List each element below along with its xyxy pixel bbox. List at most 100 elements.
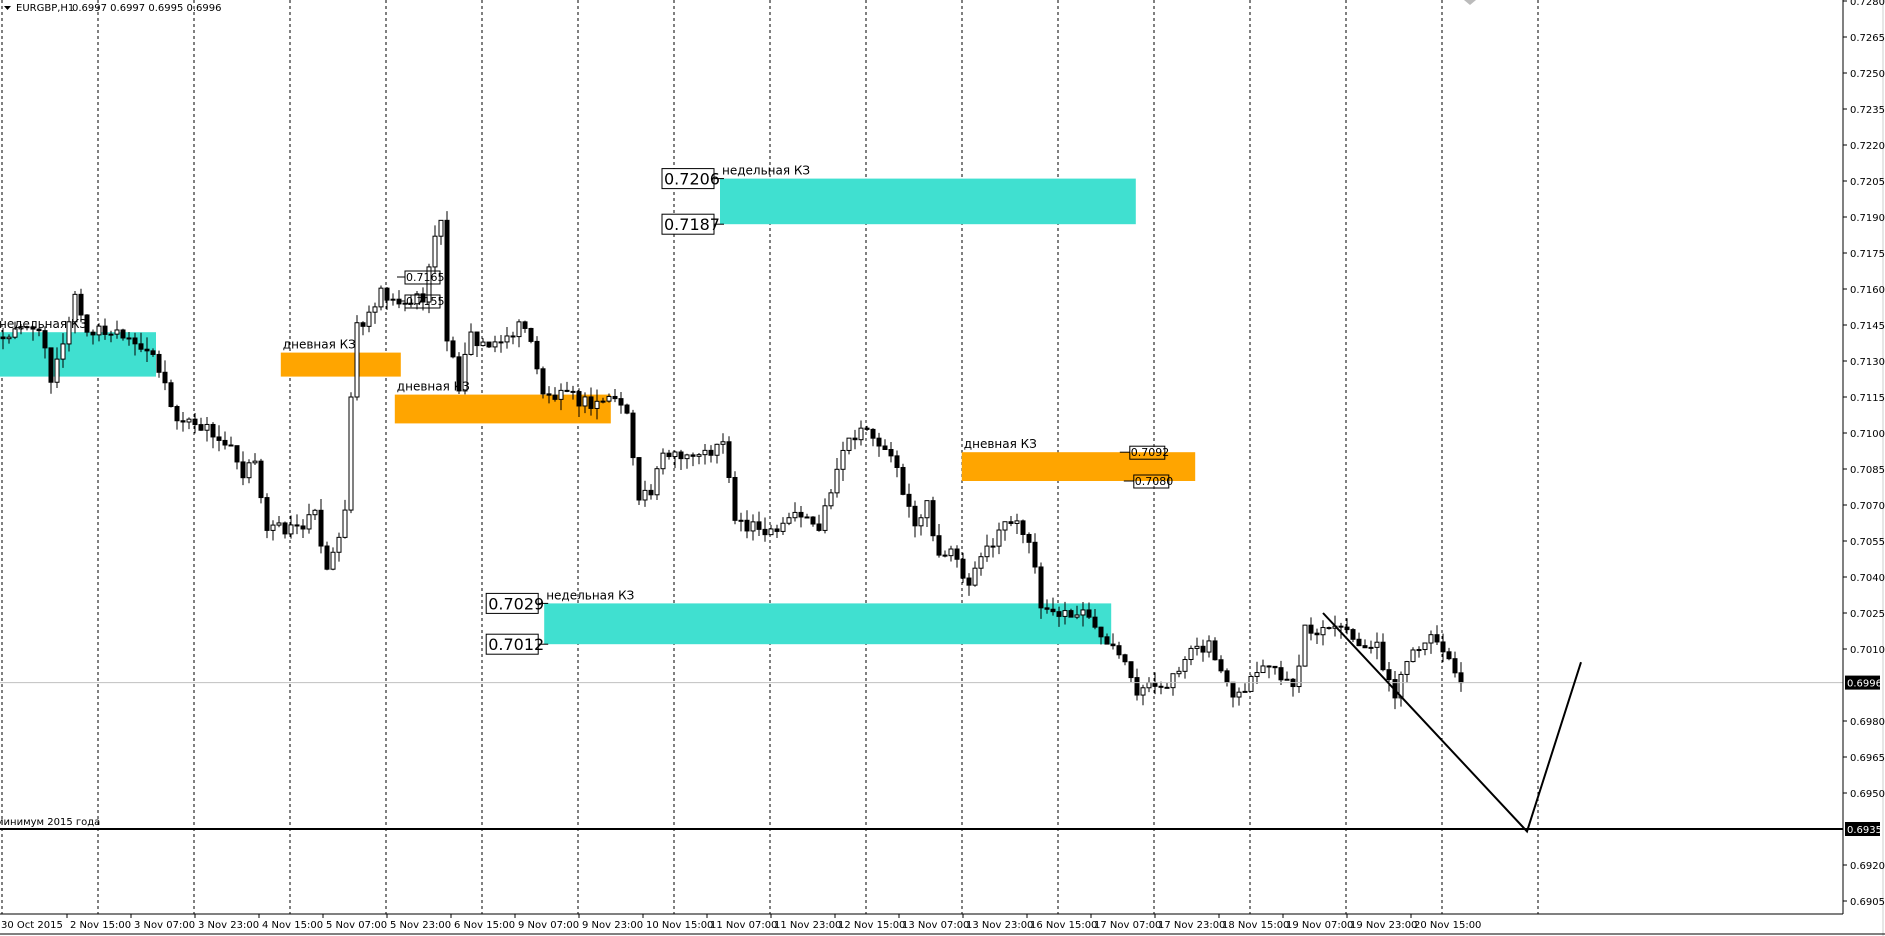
- price-label: 0.7012: [488, 635, 544, 654]
- price-label: 0.7206: [664, 170, 720, 189]
- candle-bear: [264, 497, 270, 531]
- candle-bear: [198, 424, 204, 431]
- weekly-zone[interactable]: [720, 178, 1136, 225]
- candle-bear: [1038, 566, 1044, 609]
- price-tick-label: 0.7070: [1850, 501, 1885, 512]
- candle-bull: [1242, 690, 1248, 693]
- time-tick-label: 11 Nov 07:00: [710, 920, 777, 931]
- candle-bear: [1314, 632, 1320, 636]
- candle-bear: [648, 489, 654, 496]
- candle-bull: [438, 219, 444, 237]
- candle-bear: [564, 389, 570, 392]
- candle-bear: [1272, 665, 1278, 669]
- candle-bull: [792, 511, 798, 519]
- zones: [0, 178, 1196, 645]
- candle-bear: [576, 391, 582, 407]
- weekly-zone[interactable]: [0, 332, 156, 377]
- daily-zone[interactable]: [280, 352, 401, 377]
- candle-bear: [42, 330, 48, 349]
- price-label-box: [661, 168, 715, 190]
- candle-bear: [1122, 654, 1128, 663]
- candle-bear: [168, 382, 174, 408]
- candle-bear: [174, 406, 180, 422]
- candle-bull: [306, 514, 312, 530]
- triangle-down-icon[interactable]: [4, 6, 11, 10]
- candle-bear: [1086, 609, 1092, 618]
- weekly-zone[interactable]: [544, 603, 1112, 645]
- price-label: 0.7080: [1135, 475, 1174, 488]
- candle-bear: [1110, 643, 1116, 647]
- candle-bull: [66, 321, 72, 345]
- candle-bear: [1212, 640, 1218, 661]
- price-tick-label: 0.7175: [1850, 249, 1885, 260]
- candle-bear: [690, 454, 696, 457]
- candle-bear: [864, 427, 870, 430]
- candle-bull: [96, 325, 102, 336]
- zone-label: дневная КЗ: [283, 338, 356, 352]
- candle-bull: [606, 395, 612, 402]
- candle-bear: [906, 493, 912, 507]
- candle-bear: [588, 396, 594, 409]
- candle-bear: [144, 348, 150, 352]
- candle-bull: [54, 358, 60, 383]
- price-label: 0.7187: [664, 215, 720, 234]
- price-tick-label: 0.7115: [1850, 393, 1885, 404]
- candle-bull: [558, 389, 564, 400]
- chart-header: EURGBP,H1 0.6997 0.6997 0.6995 0.6996: [4, 3, 222, 14]
- candle-bear: [852, 437, 858, 441]
- time-tick-label: 9 Nov 07:00: [518, 920, 579, 931]
- candle-bear: [894, 455, 900, 468]
- candle-bear: [618, 398, 624, 406]
- candle-bear: [1164, 686, 1170, 689]
- daily-zone[interactable]: [961, 452, 1196, 481]
- candle-bear: [912, 505, 918, 527]
- candle-bull: [846, 437, 852, 451]
- candle-bull: [1140, 687, 1146, 696]
- candle-bear: [1032, 541, 1038, 568]
- time-tick-label: 30 Oct 2015: [1, 920, 63, 931]
- candle-bull: [1182, 659, 1188, 672]
- candle-bear: [420, 293, 426, 303]
- candle-bull: [114, 329, 120, 335]
- candle-bull: [1074, 614, 1080, 618]
- candle-bull: [702, 449, 708, 456]
- candle-bear: [762, 528, 768, 536]
- candle-bear: [774, 528, 780, 532]
- candle-bear: [132, 337, 138, 345]
- candle-bull: [1194, 645, 1200, 649]
- candle-bear: [1266, 665, 1272, 668]
- trend-line[interactable]: [1322, 612, 1582, 834]
- candle-bull: [984, 545, 990, 558]
- candle-bear: [126, 337, 132, 340]
- candle-bear: [756, 521, 762, 530]
- candle-bear: [1326, 627, 1332, 630]
- candle-bull: [834, 468, 840, 494]
- candle-bear: [0, 336, 6, 340]
- candle-bear: [48, 347, 54, 383]
- candle-bull: [750, 521, 756, 532]
- price-mark-box: [404, 270, 441, 285]
- time-tick-label: 4 Nov 15:00: [262, 920, 323, 931]
- ohlc-label: 0.6997 0.6997 0.6995 0.6996: [72, 3, 222, 14]
- zone-label: дневная КЗ: [397, 380, 470, 394]
- daily-zone[interactable]: [394, 394, 611, 424]
- candle-bear: [234, 445, 240, 463]
- candle-bull: [858, 427, 864, 441]
- candle-bull: [768, 528, 774, 536]
- candle-bear: [1026, 533, 1032, 543]
- candle-bear: [384, 287, 390, 301]
- candle-bear: [1200, 645, 1206, 653]
- candle-bull: [432, 235, 438, 268]
- candle-bear: [1152, 682, 1158, 687]
- candle-bear: [1230, 681, 1236, 698]
- candle-bear: [678, 451, 684, 460]
- candle-bull: [462, 353, 468, 392]
- price-label-box: [1133, 474, 1170, 489]
- price-tick-label: 0.6950: [1850, 789, 1885, 800]
- candle-bull: [1002, 521, 1008, 531]
- candle-bull: [1188, 647, 1194, 661]
- candle-bear: [498, 341, 504, 344]
- time-axis[interactable]: 30 Oct 2015 2 Nov 15:00 3 Nov 07:00 3 Nov 2…: [0, 913, 1885, 935]
- price-axis[interactable]: 0.7280 0.7265 0.7250 0.7235 0.7220 0.7205 0.71…: [1842, 0, 1885, 936]
